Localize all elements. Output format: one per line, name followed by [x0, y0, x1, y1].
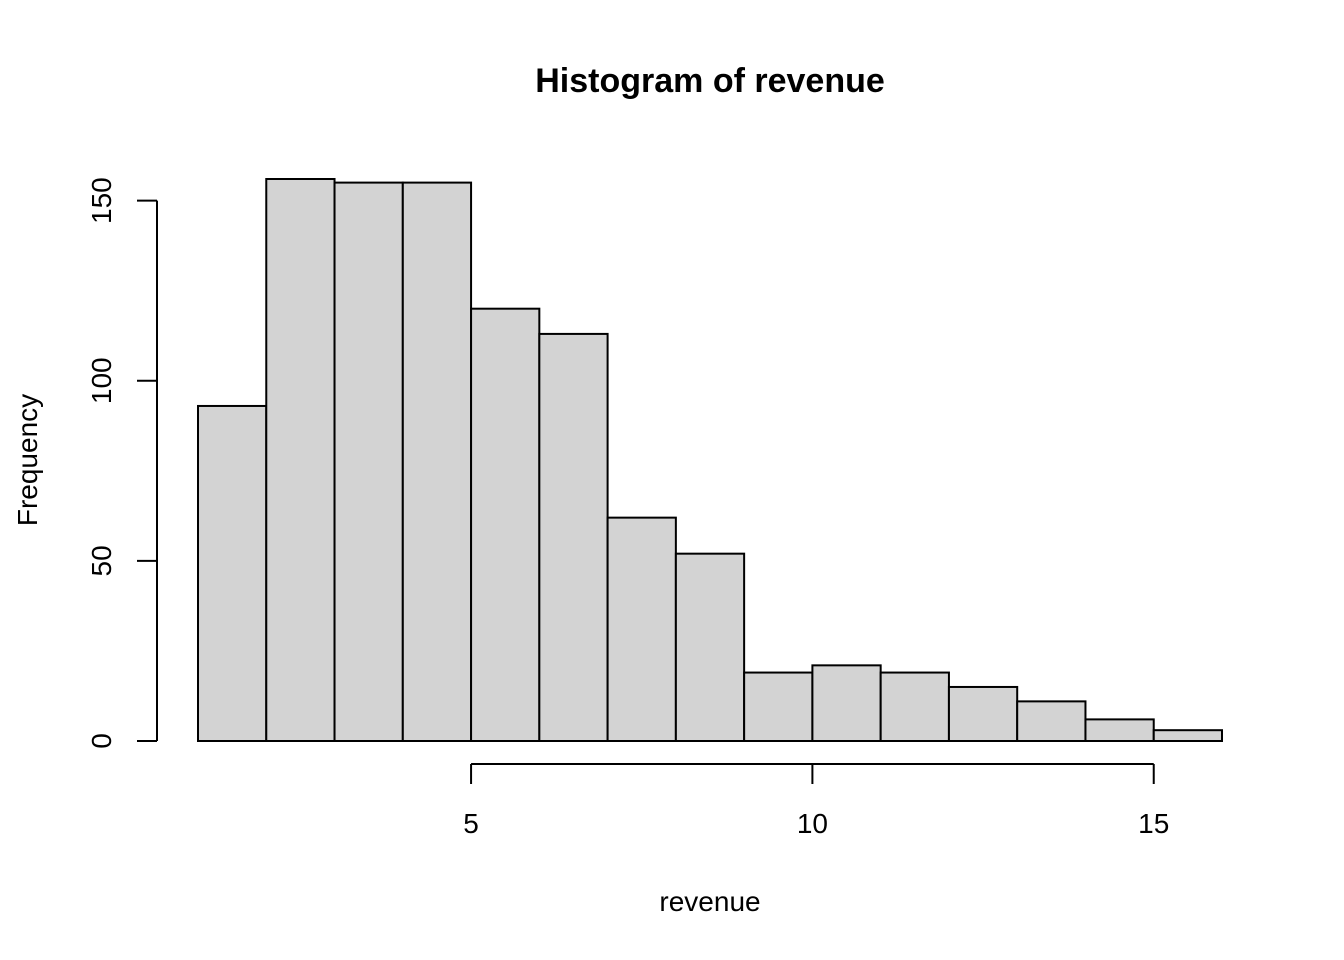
chart-title: Histogram of revenue: [535, 62, 885, 100]
histogram-bar: [1152, 729, 1223, 743]
histogram-bar: [333, 181, 404, 743]
histogram-bar: [401, 181, 473, 743]
histogram-bar: [743, 671, 814, 742]
x-tick-label: 10: [797, 808, 828, 839]
x-axis: 5 10 15: [463, 763, 1169, 839]
y-tick-label: 150: [86, 177, 117, 224]
y-axis: 0 50 100 150: [86, 177, 158, 749]
histogram-bar: [538, 332, 609, 742]
histogram-bar: [947, 685, 1019, 743]
x-tick-label: 5: [463, 808, 479, 839]
histogram-bar: [606, 516, 677, 743]
histogram-bar: [879, 671, 950, 742]
histogram-bar: [197, 404, 268, 742]
histogram-bar: [470, 307, 541, 742]
histogram-bar: [1084, 718, 1155, 743]
y-tick-label: 50: [86, 545, 117, 576]
y-tick-label: 0: [86, 733, 117, 749]
histogram-bar: [265, 178, 336, 742]
x-tick-label: 15: [1138, 808, 1169, 839]
histogram-bar: [811, 664, 882, 742]
y-tick-label: 100: [86, 357, 117, 404]
y-axis-label: Frequency: [12, 394, 43, 526]
bars-group: [197, 178, 1223, 743]
histogram-bar: [1016, 700, 1087, 742]
x-axis-label: revenue: [659, 886, 760, 917]
histogram-bar: [674, 552, 746, 743]
